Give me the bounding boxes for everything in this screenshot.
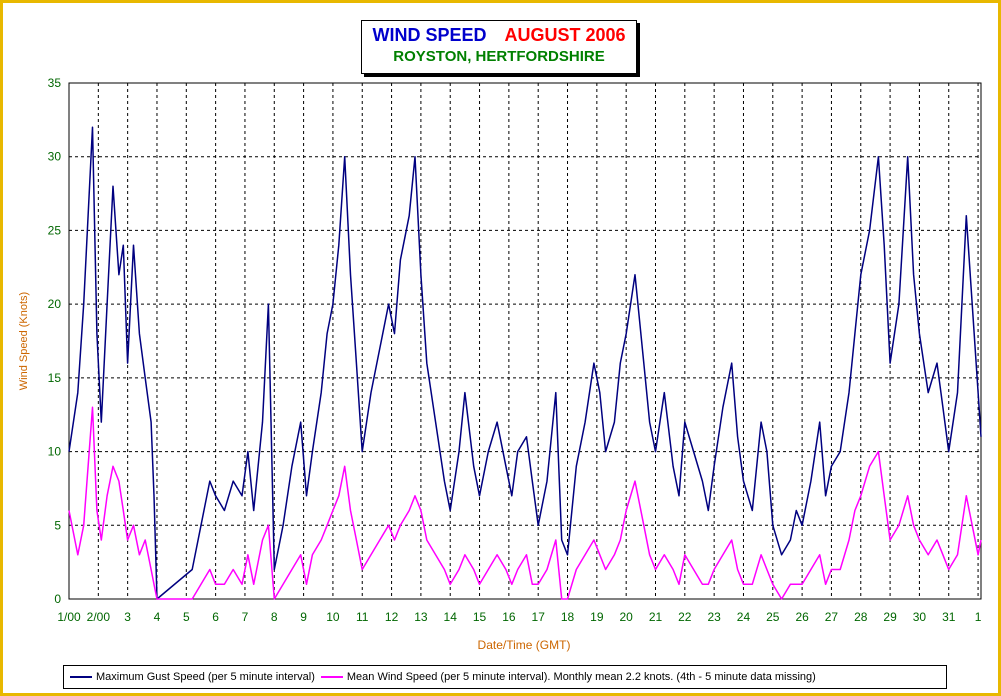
x-tick-label: 12 xyxy=(385,610,399,624)
x-tick-label: 15 xyxy=(473,610,487,624)
legend-swatch-mean xyxy=(320,676,343,678)
x-tick-label: 22 xyxy=(678,610,692,624)
x-tick-label: 19 xyxy=(590,610,604,624)
chart-title: WIND SPEED AUGUST 2006 xyxy=(362,25,636,46)
x-tick-label: 17 xyxy=(532,610,546,624)
x-tick-label: 9 xyxy=(300,610,307,624)
x-axis-title: Date/Time (GMT) xyxy=(478,638,571,652)
x-tick-label: 2/00 xyxy=(87,610,111,624)
x-tick-label: 7 xyxy=(242,610,249,624)
y-tick-label: 15 xyxy=(48,371,62,385)
x-tick-label: 26 xyxy=(795,610,809,624)
x-tick-label: 21 xyxy=(649,610,663,624)
y-tick-label: 5 xyxy=(54,518,61,532)
y-tick-label: 35 xyxy=(48,76,62,90)
x-tick-label: 13 xyxy=(414,610,428,624)
legend-item-mean: Mean Wind Speed (per 5 minute interval).… xyxy=(320,671,816,683)
legend-swatch-gust xyxy=(70,676,92,678)
x-tick-label: 14 xyxy=(444,610,458,624)
x-tick-label: 24 xyxy=(737,610,751,624)
x-tick-label: 31 xyxy=(942,610,956,624)
gust-series xyxy=(68,126,982,600)
chart-subtitle: ROYSTON, HERTFORDSHIRE xyxy=(393,48,605,65)
x-tick-label: 27 xyxy=(825,610,839,624)
x-tick-label: 20 xyxy=(619,610,633,624)
y-tick-label: 0 xyxy=(54,592,61,606)
x-tick-label: 1 xyxy=(975,610,982,624)
legend-item-gust: Maximum Gust Speed (per 5 minute interva… xyxy=(70,671,315,683)
x-tick-label: 16 xyxy=(502,610,516,624)
grid-lines xyxy=(69,83,981,599)
x-tick-label: 29 xyxy=(883,610,897,624)
gust-line xyxy=(68,126,982,600)
y-tick-label: 25 xyxy=(48,223,62,237)
y-tick-label: 30 xyxy=(48,150,62,164)
title-date: AUGUST 2006 xyxy=(504,25,626,45)
x-tick-label: 11 xyxy=(356,610,369,624)
title-main: WIND SPEED xyxy=(372,25,487,45)
legend: Maximum Gust Speed (per 5 minute interva… xyxy=(63,665,947,689)
x-tick-label: 6 xyxy=(212,610,219,624)
legend-label-mean: Mean Wind Speed (per 5 minute interval).… xyxy=(346,671,816,683)
x-tick-label: 8 xyxy=(271,610,278,624)
y-tick-labels: 0 5 10 15 20 25 30 35 xyxy=(48,76,62,606)
x-tick-labels: 1/00 2/00 3 4 5 6 7 8 9 10 11 12 13 14 15 16 17 18 19 20 21 2… xyxy=(57,610,981,624)
y-tick-label: 20 xyxy=(48,297,62,311)
x-tick-label: 1/00 xyxy=(57,610,81,624)
x-tick-label: 23 xyxy=(707,610,721,624)
x-tick-label: 25 xyxy=(766,610,780,624)
x-tick-label: 5 xyxy=(183,610,190,624)
x-tick-label: 28 xyxy=(854,610,868,624)
mean-line xyxy=(68,406,982,600)
x-tick-label: 4 xyxy=(154,610,161,624)
x-tick-label: 30 xyxy=(913,610,927,624)
x-tick-label: 3 xyxy=(124,610,131,624)
y-tick-label: 10 xyxy=(48,445,62,459)
mean-series xyxy=(68,406,982,600)
plot-area xyxy=(68,82,982,600)
y-axis-title: Wind Speed (Knots) xyxy=(18,292,30,390)
x-tick-label: 10 xyxy=(326,610,340,624)
x-tick-label: 18 xyxy=(561,610,575,624)
chart-title-box: WIND SPEED AUGUST 2006 ROYSTON, HERTFORDS… xyxy=(361,20,637,74)
legend-label-gust: Maximum Gust Speed (per 5 minute interva… xyxy=(96,671,315,683)
